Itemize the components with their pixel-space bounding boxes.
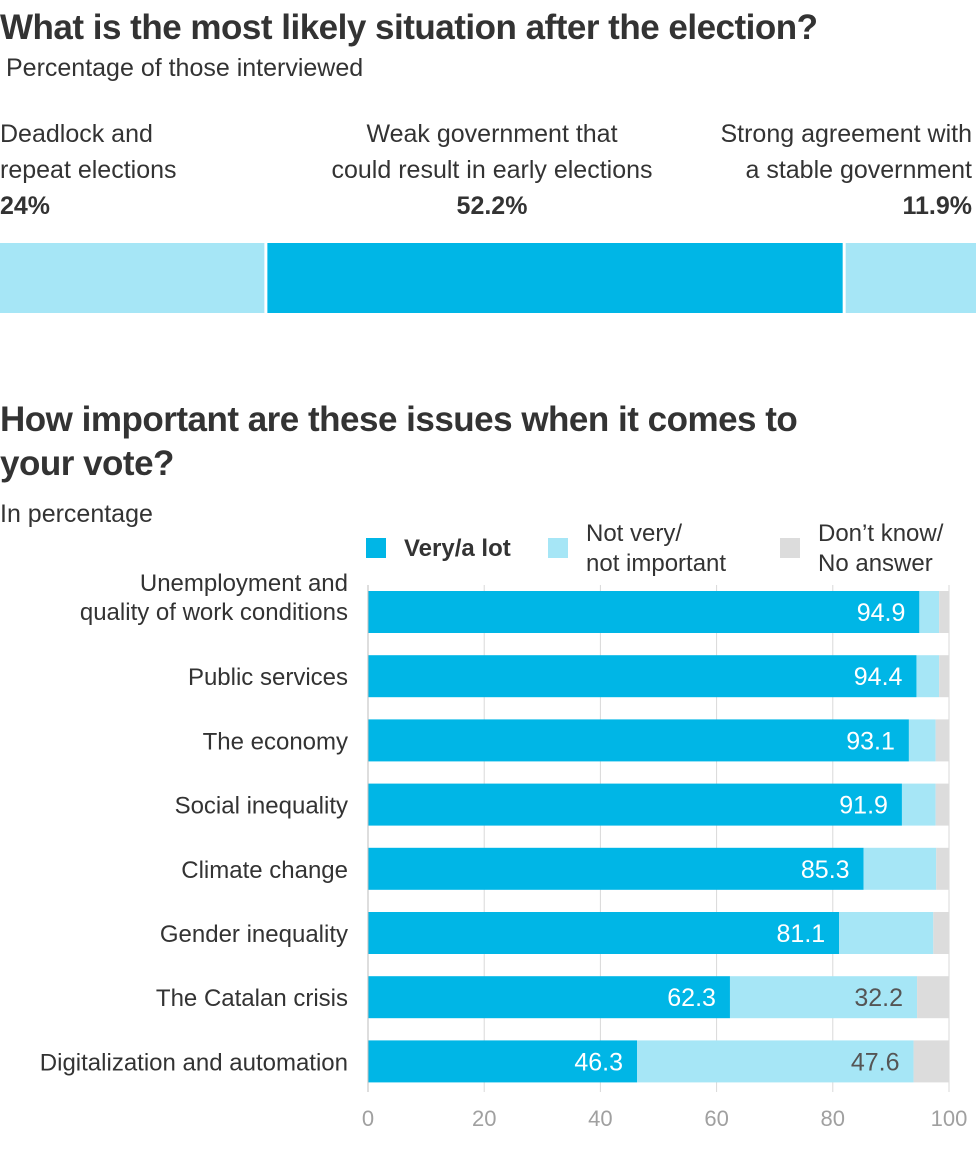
bar-row5-series0 (368, 912, 840, 954)
x-tick-label-60: 60 (704, 1106, 728, 1131)
chart1-subtitle: Percentage of those interviewed (6, 54, 364, 82)
x-tick-label-0: 0 (362, 1106, 374, 1131)
category-label-1-0: Public services (188, 664, 348, 691)
bar-label-row5-series0: 81.1 (777, 920, 826, 948)
bar-row2-series2 (935, 719, 949, 762)
category-label-0-1: quality of work conditions (80, 599, 348, 626)
bar-label-row0-series0: 94.9 (857, 599, 906, 627)
bar-row2-series0 (368, 719, 909, 762)
bar-row0-series0 (368, 591, 920, 633)
bar-row1-series2 (939, 655, 949, 698)
category-label-5-0: Gender inequality (160, 921, 348, 948)
chart1-segment-label-strong-agreement: Strong agreement with a stable governmen… (720, 120, 972, 184)
bar-label-row2-series0: 93.1 (846, 727, 895, 755)
legend-label-0-0: Very/a lot (404, 535, 511, 562)
category-label-3-0: Social inequality (175, 793, 348, 820)
chart2-subtitle: In percentage (0, 500, 153, 528)
bar-label-row6-series1: 32.2 (854, 984, 903, 1012)
bar-row3-series1 (901, 783, 936, 826)
bar-label-row3-series0: 91.9 (839, 792, 888, 820)
bar-row5-series1 (839, 912, 934, 954)
bar-row6-series1 (729, 976, 918, 1019)
category-label-6-0: The Catalan crisis (156, 985, 348, 1012)
bar-row6-series0 (368, 976, 730, 1019)
bar-label-row4-series0: 85.3 (801, 856, 850, 884)
chart1-segment-value-weak-government: 52.2% (456, 192, 528, 220)
category-label-0-0: Unemployment and (140, 570, 348, 597)
chart1-segment-bar-0 (0, 243, 265, 313)
bar-row5-series2 (933, 912, 949, 954)
x-tick-label-100: 100 (931, 1106, 968, 1131)
x-tick-label-80: 80 (821, 1106, 845, 1131)
legend-label-1-1: not important (586, 550, 726, 577)
chart1-segment-bar-2 (845, 243, 976, 313)
bar-row6-series2 (917, 976, 949, 1019)
bar-row4-series2 (936, 847, 949, 890)
chart1-segment-label-deadlock: Deadlock and repeat elections (0, 120, 177, 184)
bar-row1-series0 (368, 655, 917, 698)
bar-row3-series2 (935, 783, 949, 826)
bar-row7-series0 (368, 1040, 638, 1083)
bar-label-row7-series0: 46.3 (574, 1048, 623, 1076)
bar-label-row7-series1: 47.6 (851, 1048, 900, 1076)
bar-row4-series0 (368, 847, 864, 890)
category-label-7-0: Digitalization and automation (40, 1049, 348, 1076)
chart1-bar (0, 243, 976, 313)
bar-row0-series2 (939, 591, 949, 633)
legend-swatch-1 (548, 538, 568, 558)
bar-label-row1-series0: 94.4 (854, 663, 903, 691)
chart1-segment-bar-1 (267, 243, 843, 313)
chart1-title: What is the most likely situation after … (0, 8, 818, 47)
category-label-2-0: The economy (203, 728, 348, 755)
legend-swatch-2 (780, 538, 800, 558)
legend-label-2-0: Don’t know/ (818, 520, 944, 547)
category-label-4-0: Climate change (181, 857, 348, 884)
legend-swatch-0 (366, 538, 386, 558)
chart2-title: How important are these issues when it c… (0, 400, 798, 483)
bar-row7-series2 (913, 1040, 949, 1083)
bar-row7-series1 (637, 1040, 914, 1083)
bar-row2-series1 (908, 719, 936, 762)
x-tick-label-20: 20 (472, 1106, 496, 1131)
bar-row3-series0 (368, 783, 902, 826)
x-tick-label-40: 40 (588, 1106, 612, 1131)
chart1-segment-value-deadlock: 24% (0, 192, 51, 220)
bar-row4-series1 (863, 847, 937, 890)
bar-row1-series1 (916, 655, 940, 698)
bar-row0-series1 (919, 591, 940, 633)
chart1-segment-label-weak-government: Weak government that could result in ear… (331, 120, 653, 184)
legend-label-2-1: No answer (818, 550, 933, 577)
legend-label-1-0: Not very/ (586, 520, 682, 547)
bar-label-row6-series0: 62.3 (667, 984, 716, 1012)
chart1-segment-value-strong-agreement: 11.9% (902, 192, 972, 220)
